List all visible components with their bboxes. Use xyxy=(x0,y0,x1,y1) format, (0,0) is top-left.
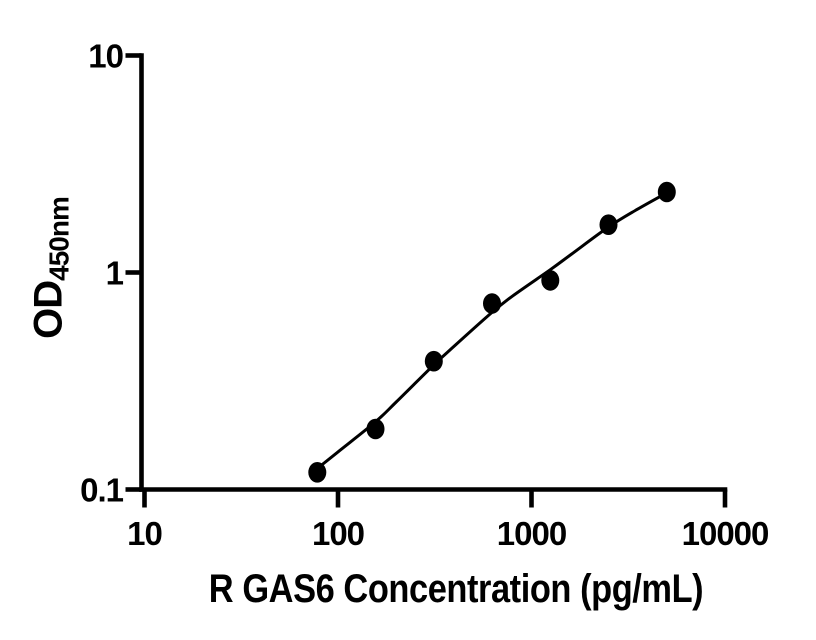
data-point xyxy=(599,214,618,235)
y-tick-label: 1 xyxy=(106,255,124,292)
y-axis-title: OD450nm xyxy=(26,197,75,339)
y-tick-label: 0.1 xyxy=(80,472,124,509)
data-point xyxy=(308,462,327,483)
data-point xyxy=(366,418,385,440)
y-tick-label: 10 xyxy=(88,38,123,75)
y-axis-title-subscript: 450nm xyxy=(43,197,75,281)
x-tick-label: 10 xyxy=(127,515,162,552)
x-axis-title: R GAS6 Concentration (pg/mL) xyxy=(208,567,704,611)
data-point xyxy=(424,350,443,372)
data-point xyxy=(657,181,676,203)
data-point xyxy=(483,293,501,314)
y-axis-title-main: OD xyxy=(26,280,71,339)
x-tick-label: 1000 xyxy=(497,515,566,552)
x-tick-label: 100 xyxy=(312,515,364,552)
data-point xyxy=(541,270,560,291)
x-tick-label: 10000 xyxy=(682,515,769,552)
